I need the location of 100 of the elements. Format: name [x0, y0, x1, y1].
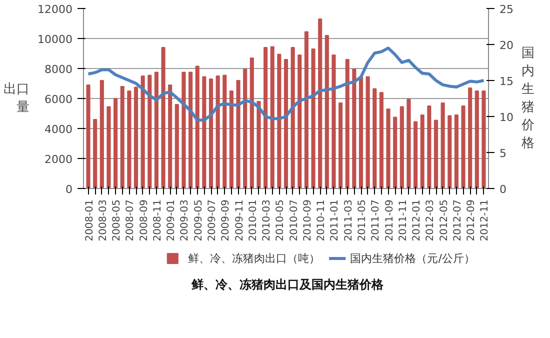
bar — [290, 47, 295, 188]
bar — [352, 68, 356, 188]
x-tick-label: 2012-03 — [425, 199, 436, 242]
y-tick-label: 12000 — [38, 3, 73, 16]
bar — [434, 120, 438, 188]
bar — [182, 72, 186, 188]
bar — [93, 119, 98, 188]
x-tick-label: 2009-05 — [193, 199, 204, 242]
bar — [127, 90, 132, 188]
bar — [264, 47, 268, 188]
bar — [318, 18, 322, 188]
y2-tick-label: 0 — [500, 183, 506, 196]
bar — [222, 74, 227, 188]
x-tick-label: 2011-11 — [398, 199, 409, 242]
line-series — [86, 46, 486, 122]
x-tick-label: 2012-07 — [452, 199, 464, 242]
y2-axis-title: 国内生猪价格 — [520, 46, 534, 151]
bar — [106, 106, 111, 188]
y2-tick-label: 10 — [500, 111, 514, 124]
y-tick-label: 2000 — [44, 153, 73, 166]
x-tick-label: 2008-05 — [112, 199, 123, 242]
x-tick-label: 2008-11 — [152, 199, 164, 242]
x-tick-label: 2009-11 — [234, 199, 246, 242]
bar — [400, 106, 404, 188]
x-tick-label: 2011-03 — [343, 199, 354, 242]
bar — [229, 90, 234, 188]
bar — [406, 98, 411, 188]
bar — [366, 76, 370, 188]
y-tick-label: 10000 — [38, 33, 73, 46]
bar — [482, 90, 486, 188]
bar — [311, 48, 316, 188]
bar — [474, 90, 479, 188]
y2-tick-label: 25 — [500, 3, 514, 16]
bar — [304, 31, 308, 188]
x-tick-label: 2012-05 — [438, 199, 450, 242]
bar — [256, 101, 261, 188]
bar — [324, 35, 329, 188]
bar — [332, 54, 336, 188]
x-tick-label: 2009-01 — [166, 199, 178, 242]
bar — [277, 54, 282, 188]
bar — [168, 84, 172, 188]
x-tick-label: 2008-09 — [138, 199, 150, 242]
bar — [120, 86, 124, 188]
x-tick-label: 2009-09 — [220, 199, 232, 242]
bar — [427, 106, 432, 188]
bar — [468, 88, 472, 188]
x-tick-label: 2012-09 — [466, 199, 478, 242]
bar — [202, 76, 206, 188]
x-tick-label: 2010-11 — [316, 199, 328, 242]
bar — [448, 115, 452, 188]
bar — [188, 72, 193, 188]
bar — [454, 114, 458, 188]
y-tick-label: 0 — [66, 183, 72, 196]
bar — [338, 102, 343, 188]
bar — [174, 104, 179, 188]
bar — [372, 88, 377, 188]
bar — [114, 98, 118, 188]
x-tick-label: 2008-01 — [84, 199, 96, 242]
bar — [148, 74, 152, 188]
bar — [345, 59, 350, 188]
y-axis-title: 出口量 — [4, 82, 30, 115]
y2-tick-label: 5 — [500, 147, 506, 160]
x-tick-label: 2009-07 — [207, 199, 218, 242]
bar — [270, 46, 274, 188]
bar — [386, 108, 390, 188]
bar — [461, 106, 466, 188]
y-tick-label: 6000 — [44, 93, 73, 106]
x-tick-label: 2010-05 — [275, 199, 286, 242]
x-tick-label: 2012-01 — [412, 199, 423, 242]
x-tick-label: 2011-01 — [330, 199, 341, 242]
x-tick-label: 2010-09 — [302, 199, 314, 242]
x-tick-label: 2010-01 — [248, 199, 259, 242]
x-tick-label: 2010-07 — [288, 199, 300, 242]
y2-tick-label: 15 — [500, 75, 514, 88]
bar — [195, 66, 200, 188]
legend-label: 鲜、冷、冻猪肉出口（吨） — [188, 252, 320, 265]
bar — [134, 86, 138, 188]
bar — [393, 116, 398, 188]
bar — [154, 72, 158, 188]
x-tick-label: 2009-03 — [180, 199, 191, 242]
bar — [208, 78, 214, 188]
y-tick-label: 4000 — [44, 123, 73, 136]
bar — [298, 54, 302, 188]
bar — [440, 102, 445, 188]
bar — [358, 76, 364, 188]
x-tick-label: 2011-09 — [384, 199, 396, 242]
bar — [236, 80, 240, 188]
bar — [243, 68, 248, 188]
bar — [100, 80, 104, 188]
x-tick-label: 2012-11 — [480, 199, 491, 242]
text: 鲜、冷、冻猪肉出口及国内生猪价格 — [190, 278, 384, 292]
bar — [250, 58, 254, 188]
x-tick-label: 2011-07 — [370, 199, 382, 242]
bar — [379, 92, 384, 188]
bar — [86, 84, 90, 188]
bar — [140, 76, 145, 188]
x-tick-label: 2011-05 — [357, 199, 368, 242]
bar — [161, 47, 166, 188]
bar — [216, 76, 220, 188]
legend-label: 国内生猪价格（元/公斤） — [350, 252, 475, 265]
